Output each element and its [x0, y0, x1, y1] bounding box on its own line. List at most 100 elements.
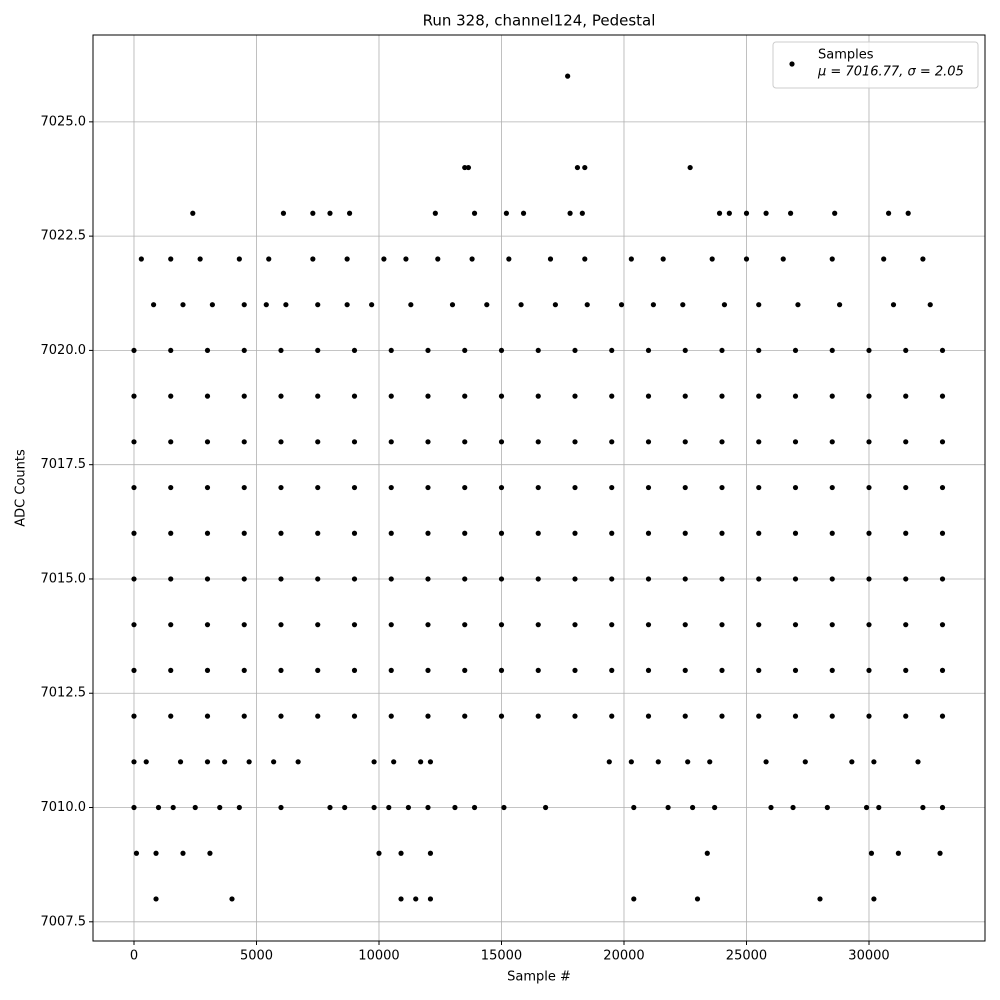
- data-point: [866, 622, 872, 628]
- data-point: [915, 759, 921, 765]
- data-point: [792, 393, 799, 399]
- data-point: [890, 302, 897, 308]
- data-point: [582, 256, 588, 262]
- data-point: [572, 622, 578, 628]
- data-point: [278, 804, 284, 811]
- data-point: [535, 393, 541, 399]
- data-point: [719, 622, 725, 628]
- data-point: [903, 484, 909, 491]
- data-point: [351, 622, 358, 628]
- data-point: [153, 850, 159, 856]
- data-point: [418, 759, 424, 765]
- data-point: [278, 484, 284, 491]
- data-point: [369, 302, 375, 308]
- data-point: [462, 484, 468, 491]
- data-point: [939, 439, 946, 445]
- points: [131, 73, 946, 902]
- data-point: [939, 667, 946, 673]
- data-point: [863, 804, 870, 811]
- data-point: [535, 439, 541, 445]
- data-point: [315, 713, 321, 719]
- data-point: [535, 484, 541, 491]
- data-point: [315, 622, 321, 628]
- data-point: [462, 667, 468, 673]
- data-point: [609, 393, 615, 399]
- data-point: [266, 256, 272, 262]
- data-point: [398, 850, 404, 856]
- data-point: [792, 439, 799, 445]
- data-point: [498, 713, 505, 719]
- data-point: [471, 210, 478, 216]
- data-point: [763, 210, 769, 216]
- data-point: [726, 210, 732, 216]
- data-point: [719, 439, 725, 445]
- data-point: [246, 759, 252, 765]
- data-point: [756, 302, 762, 308]
- data-point: [498, 484, 505, 491]
- data-point: [719, 667, 725, 673]
- data-point: [435, 256, 441, 262]
- data-point: [582, 164, 588, 171]
- data-point: [131, 439, 137, 445]
- data-point: [606, 759, 612, 765]
- data-point: [310, 210, 316, 216]
- data-point: [871, 759, 877, 765]
- data-point: [278, 393, 284, 399]
- data-point: [645, 622, 652, 628]
- data-point: [707, 759, 713, 765]
- data-point: [327, 210, 333, 216]
- data-point: [645, 576, 652, 582]
- data-point: [903, 393, 909, 399]
- data-point: [131, 484, 137, 491]
- data-point: [792, 576, 799, 582]
- data-point: [204, 622, 211, 628]
- data-point: [682, 347, 688, 354]
- data-point: [204, 713, 211, 719]
- data-point: [650, 302, 656, 308]
- data-point: [939, 347, 946, 354]
- data-point: [503, 210, 509, 216]
- data-point: [682, 576, 688, 582]
- data-point: [315, 667, 321, 673]
- data-point: [427, 896, 434, 902]
- data-point: [425, 439, 431, 445]
- data-point: [344, 302, 350, 308]
- data-point: [792, 484, 799, 491]
- data-point: [535, 576, 541, 582]
- legend: Samples μ = 7016.77, σ = 2.05: [772, 41, 979, 89]
- y-tick-label: 7025.0: [41, 114, 87, 129]
- data-point: [817, 896, 823, 902]
- data-point: [425, 347, 431, 354]
- x-tick-label: 10000: [358, 949, 399, 964]
- data-point: [680, 302, 686, 308]
- y-tick-label: 7010.0: [41, 800, 87, 815]
- data-point: [403, 256, 409, 262]
- data-point: [143, 759, 149, 765]
- data-point: [939, 530, 946, 536]
- data-point: [295, 759, 301, 765]
- data-point: [168, 256, 174, 262]
- data-point: [631, 804, 637, 811]
- data-point: [351, 667, 358, 673]
- data-point: [903, 347, 909, 354]
- data-point: [204, 347, 211, 354]
- data-point: [787, 210, 794, 216]
- data-point: [628, 759, 634, 765]
- data-point: [506, 256, 512, 262]
- y-axis-label: ADC Counts: [14, 449, 29, 527]
- data-point: [756, 484, 762, 491]
- data-point: [579, 210, 585, 216]
- data-point: [903, 439, 909, 445]
- data-point: [829, 439, 835, 445]
- data-point: [425, 713, 431, 719]
- data-point: [222, 759, 228, 765]
- data-point: [682, 667, 688, 673]
- data-point: [180, 302, 186, 308]
- data-point: [278, 576, 284, 582]
- data-point: [462, 347, 468, 354]
- data-point: [168, 713, 174, 719]
- data-point: [939, 713, 946, 719]
- data-point: [241, 576, 247, 582]
